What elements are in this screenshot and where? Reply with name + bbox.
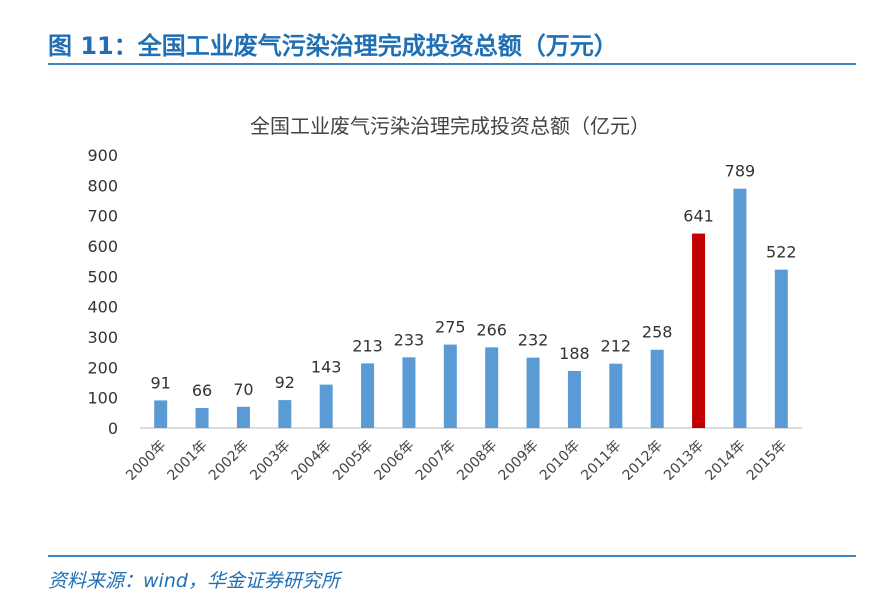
x-tick-label: 2005年 [330,438,376,484]
data-label: 92 [275,373,295,392]
bar [774,269,788,428]
source-note: 资料来源：wind，华金证券研究所 [48,570,340,592]
bar [236,406,250,428]
y-tick-label: 700 [87,207,118,226]
data-label: 70 [233,380,253,399]
figure-title: 图 11：全国工业废气污染治理完成投资总额（万元） [48,32,618,60]
y-tick-label: 800 [87,176,118,195]
bar [526,357,540,428]
y-tick-label: 500 [87,267,118,286]
data-label: 233 [394,330,425,349]
x-tick-label: 2009年 [495,438,541,484]
data-label: 188 [559,344,590,363]
source-divider [48,555,856,557]
x-tick-label: 2014年 [702,438,748,484]
data-label: 522 [766,243,797,262]
x-tick-label: 2001年 [164,438,210,484]
x-tick-label: 2013年 [661,438,707,484]
data-label: 213 [352,336,383,355]
x-tick-label: 2002年 [206,438,252,484]
y-tick-label: 600 [87,237,118,256]
y-tick-label: 400 [87,298,118,317]
x-tick-label: 2000年 [123,438,169,484]
data-label: 212 [601,337,632,356]
title-divider [48,63,856,65]
bar [692,233,706,428]
x-tick-label: 2006年 [371,438,417,484]
data-label: 66 [192,381,212,400]
data-label: 232 [518,331,549,350]
x-tick-label: 2015年 [744,438,790,484]
bar [485,347,499,428]
data-label: 258 [642,323,673,342]
y-tick-label: 0 [108,419,118,438]
y-tick-label: 300 [87,328,118,347]
y-tick-label: 900 [87,146,118,165]
bar [195,407,209,428]
x-tick-label: 2011年 [578,438,624,484]
bar [733,188,747,428]
bar [319,384,333,428]
x-tick-label: 2004年 [289,438,335,484]
bar [567,370,581,428]
y-tick-label: 200 [87,358,118,377]
bar [361,363,375,428]
data-label: 641 [683,207,714,226]
bar [402,357,416,428]
x-tick-label: 2008年 [454,438,500,484]
x-tick-label: 2003年 [247,438,293,484]
x-tick-label: 2010年 [537,438,583,484]
data-label: 266 [476,320,507,339]
bar [609,363,623,428]
data-label: 91 [151,373,171,392]
x-tick-label: 2012年 [620,438,666,484]
bar [443,344,457,428]
data-label: 143 [311,358,342,377]
bar [278,400,292,428]
x-tick-label: 2007年 [413,438,459,484]
bar [650,349,664,428]
y-tick-label: 100 [87,389,118,408]
data-label: 789 [725,162,756,181]
chart-title: 全国工业废气污染治理完成投资总额（亿元） [250,114,650,138]
data-label: 275 [435,318,466,337]
bar [154,400,168,428]
